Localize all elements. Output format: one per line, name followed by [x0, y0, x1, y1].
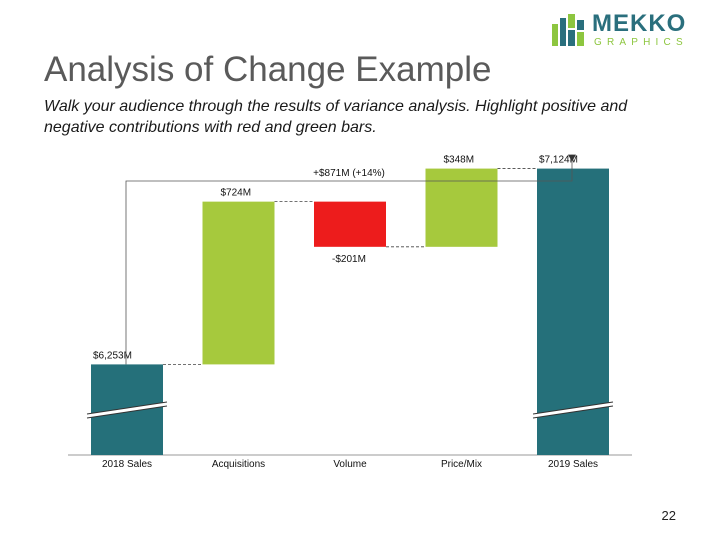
axis-break-gap	[87, 402, 167, 418]
axis-break-line	[532, 401, 614, 415]
data-label: $7,124M	[539, 155, 578, 166]
category-label: 2018 Sales	[102, 459, 152, 470]
data-label: $348M	[444, 155, 475, 166]
bar-volume	[314, 201, 386, 247]
axis-break-line	[532, 405, 614, 419]
bar-acquisitions	[202, 201, 275, 365]
page-number: 22	[661, 508, 676, 523]
bar-price-mix	[425, 168, 498, 247]
change-arrow-icon	[568, 154, 576, 162]
axis-break-line	[86, 405, 168, 419]
page-subtitle: Walk your audience through the results o…	[44, 98, 628, 136]
axis-break-line	[86, 401, 168, 415]
logo-wordmark: MEKKO	[592, 10, 687, 37]
category-label: 2019 Sales	[548, 459, 598, 470]
category-label: Volume	[333, 459, 367, 470]
logo-subtext: GRAPHICS	[594, 37, 688, 48]
category-label: Acquisitions	[212, 459, 265, 470]
data-label: $724M	[221, 188, 252, 199]
category-label: Price/Mix	[441, 459, 482, 470]
change-label: +$871M (+14%)	[313, 168, 385, 179]
mekko-logo-icon	[552, 14, 584, 46]
change-bracket	[125, 154, 573, 365]
mekko-graphics-logo: MEKKO GRAPHICS	[552, 10, 702, 48]
axis-break-gap	[533, 402, 613, 418]
page-title: Analysis of Change Example	[44, 50, 492, 89]
data-label: -$201M	[332, 254, 366, 265]
data-label: $6,253M	[93, 350, 132, 361]
